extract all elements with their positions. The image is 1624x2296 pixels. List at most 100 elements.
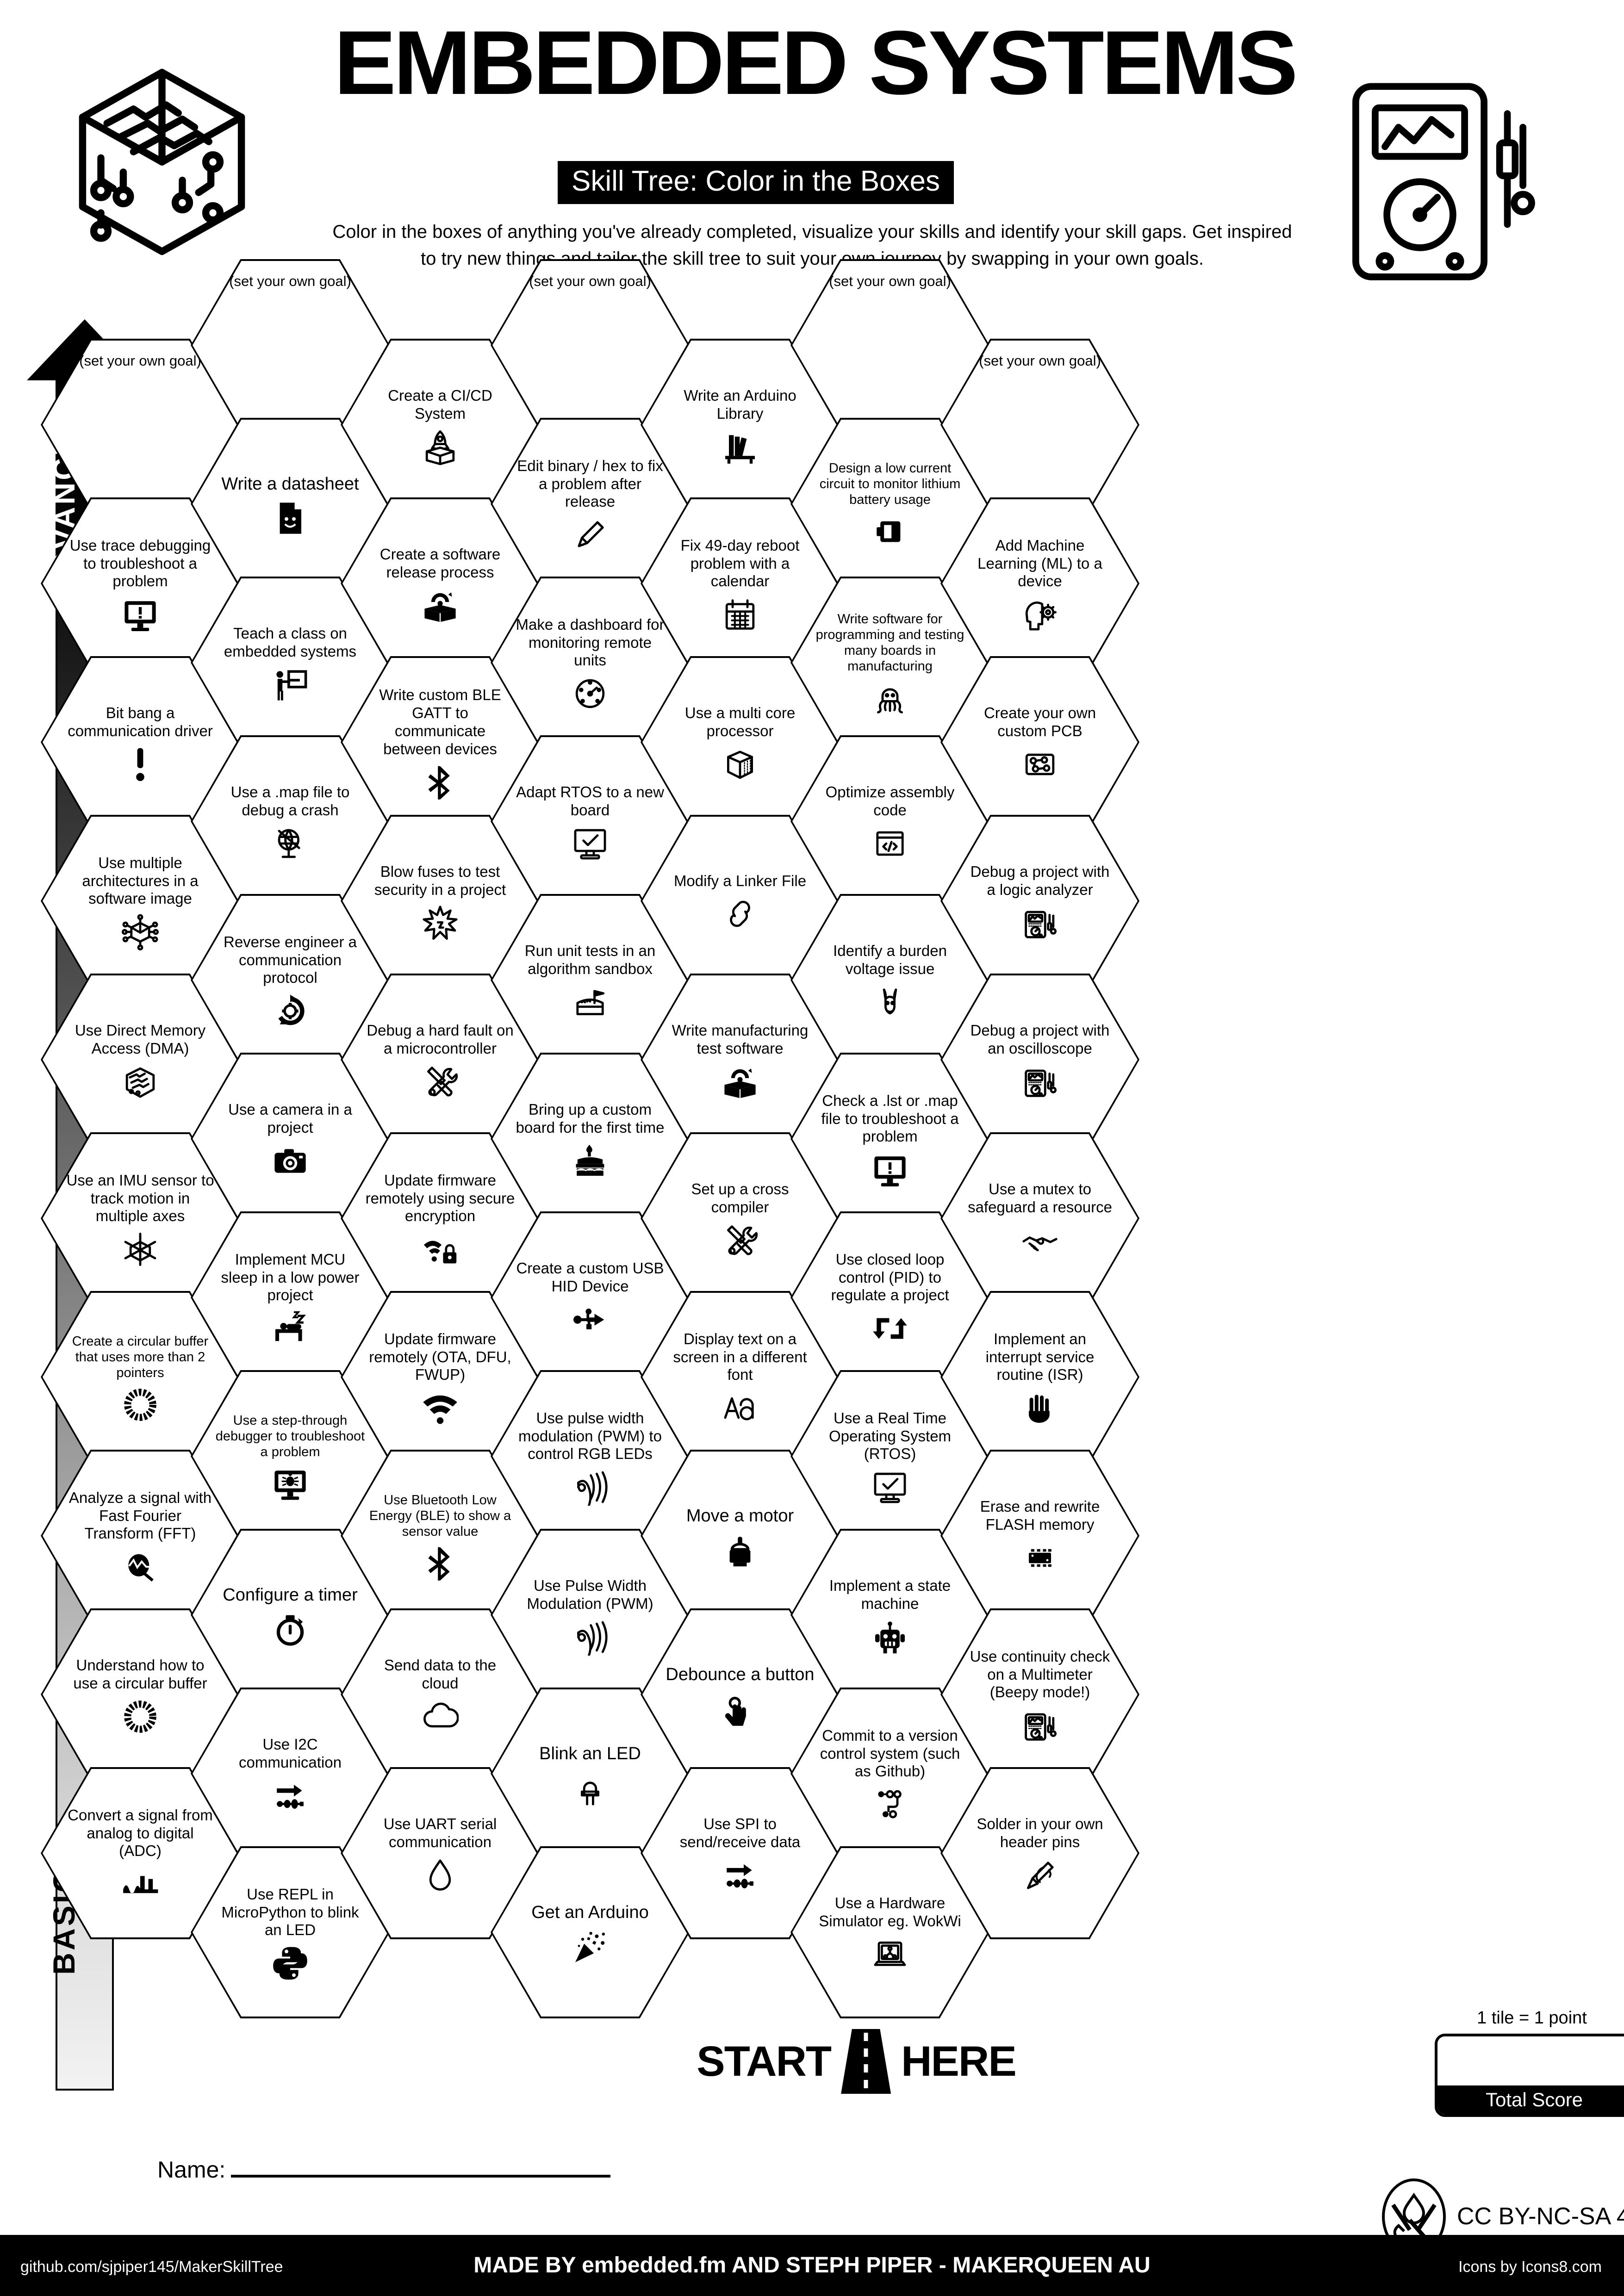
skill-label: Analyze a signal with Fast Fourier Trans… [68, 1489, 212, 1542]
skill-label: Erase and rewrite FLASH memory [980, 1498, 1100, 1533]
donkey-icon [871, 984, 908, 1021]
rocket-box-icon [422, 428, 459, 465]
bluetooth-icon [422, 1545, 459, 1582]
skill-label: Write an Arduino Library [684, 387, 796, 422]
pwm-wave-icon [572, 1469, 609, 1506]
multimeter-icon [1021, 1063, 1058, 1100]
start-word: START [697, 2037, 832, 2085]
skill-label: Use I2C communication [239, 1736, 342, 1771]
skill-label: Use an IMU sensor to track motion in mul… [66, 1171, 214, 1225]
skill-hex-tile[interactable]: Use a mutex to safeguard a resource [940, 1132, 1139, 1304]
skill-label: Design a low current circuit to monitor … [819, 460, 961, 508]
skill-label: Commit to a version control system (such… [820, 1726, 960, 1780]
name-field[interactable]: Name: [157, 2156, 611, 2183]
chip-cube-icon [122, 913, 159, 951]
waveform-adc-icon [122, 1866, 159, 1903]
books-icon [722, 428, 759, 465]
skill-label: Convert a signal from analog to digital … [68, 1806, 213, 1860]
pcb-icon [1021, 746, 1058, 783]
skill-label: Teach a class on embedded systems [224, 625, 357, 660]
skill-hex-tile[interactable]: Debug a project with an oscilloscope [940, 974, 1139, 1146]
monitor-alert-icon [122, 596, 159, 633]
document-icon [272, 500, 309, 537]
skill-label: Use REPL in MicroPython to blink an LED [221, 1885, 359, 1939]
pwm-wave-icon [572, 1619, 609, 1656]
skill-hex-tile[interactable]: Solder in your own header pins [940, 1767, 1139, 1939]
set-your-own-goal-note: (set your own goal) [529, 273, 651, 289]
robot-icon [871, 1619, 908, 1656]
footer-credits: MADE BY embedded.fm AND STEPH PIPER - MA… [473, 2253, 1151, 2277]
score-box[interactable]: Total Score [1435, 2034, 1624, 2117]
description-line-1: Color in the boxes of anything you've al… [332, 222, 1292, 242]
usb-icon [572, 1301, 609, 1338]
font-aa-icon [722, 1390, 759, 1427]
tap-finger-icon [722, 1690, 759, 1727]
memory-block-icon [122, 1063, 159, 1100]
loop-arrows-icon [871, 1310, 908, 1347]
skill-label: Implement an interrupt service routine (… [985, 1330, 1095, 1384]
multimeter-logo [1342, 79, 1537, 305]
monitor-alert-icon [871, 1151, 908, 1188]
skill-label: Move a motor [686, 1506, 794, 1526]
skill-label: Send data to the cloud [384, 1657, 497, 1692]
skill-label: Write software for programming and testi… [815, 611, 964, 674]
set-your-own-goal-note: (set your own goal) [79, 353, 201, 369]
skill-label: Use closed loop control (PID) to regulat… [831, 1250, 949, 1304]
skill-label: Make a dashboard for monitoring remote u… [516, 615, 665, 669]
name-input-line[interactable] [231, 2175, 611, 2178]
tools-icon [722, 1222, 759, 1259]
skill-label: Configure a timer [223, 1585, 358, 1605]
skill-hex-tile[interactable]: Implement an interrupt service routine (… [940, 1291, 1139, 1463]
road-icon [841, 2029, 891, 2094]
skill-hex-tile[interactable]: Create your own custom PCB [940, 656, 1139, 828]
skill-label: Use Bluetooth Low Energy (BLE) to show a… [369, 1492, 511, 1539]
ai-head-icon [1021, 596, 1058, 633]
skill-hex-tile[interactable]: (set your own goal) [940, 339, 1139, 511]
footer-icon-credit[interactable]: Icons by Icons8.com [1458, 2258, 1602, 2276]
license-text: CC BY-NC-SA 4.0 [1457, 2203, 1624, 2230]
skill-label: Blow fuses to test security in a project [374, 863, 506, 898]
axes-cube-icon [122, 1231, 159, 1268]
skill-label: Use pulse width modulation (PWM) to cont… [518, 1409, 662, 1463]
camera-icon [272, 1142, 309, 1179]
total-score-widget[interactable]: 1 tile = 1 point Total Score [1435, 2008, 1624, 2117]
skill-label: Check a .lst or .map file to troubleshoo… [821, 1092, 959, 1145]
skill-label: Use a .map file to debug a crash [230, 783, 350, 819]
skill-hex-tile[interactable]: Add Machine Learning (ML) to a device [940, 497, 1139, 670]
skill-hex-tile[interactable]: Use continuity check on a Multimeter (Be… [940, 1608, 1139, 1781]
cube-icon [722, 746, 759, 783]
page-header: EMBEDDED SYSTEMS Skill Tree: Color in th… [0, 0, 1624, 305]
circular-buffer-icon [122, 1386, 159, 1423]
monitor-check-icon [871, 1469, 908, 1506]
teacher-board-icon [272, 666, 309, 703]
party-popper-icon [572, 1928, 609, 1965]
cake-icon [572, 1142, 609, 1179]
skill-hex-tile[interactable]: Erase and rewrite FLASH memory [940, 1450, 1139, 1622]
skill-label: Display text on a screen in a different … [673, 1330, 807, 1384]
start-here-marker: START HERE [680, 2027, 1032, 2096]
skill-label: Write custom BLE GATT to communicate bet… [379, 686, 501, 757]
skill-hex-tile[interactable]: Debug a project with a logic analyzer [940, 815, 1139, 987]
sandbox-icon [572, 984, 609, 1021]
skill-label: Adapt RTOS to a new board [516, 783, 664, 819]
gauge-icon [572, 675, 609, 712]
set-your-own-goal-note: (set your own goal) [229, 273, 351, 289]
skill-label: Bit bang a communication driver [68, 704, 213, 739]
battery-icon [871, 513, 908, 550]
skill-label: Bring up a custom board for the first ti… [516, 1101, 665, 1136]
skill-label: Modify a Linker File [673, 872, 807, 889]
flash-chip-icon [1021, 1539, 1058, 1576]
skill-label: Understand how to use a circular buffer [73, 1657, 207, 1692]
monitor-check-icon [572, 825, 609, 862]
skill-label: Write manufacturing test software [672, 1022, 809, 1057]
skill-label: Write a datasheet [221, 474, 359, 494]
skill-label: Update firmware remotely (OTA, DFU, FWUP… [369, 1330, 511, 1384]
multimeter-icon [1021, 1707, 1058, 1744]
skill-label: Use a mutex to safeguard a resource [968, 1180, 1112, 1216]
skill-hex-tile[interactable]: Use a Hardware Simulator eg. WokWi [790, 1846, 989, 2018]
fft-magnifier-icon [122, 1548, 159, 1585]
skill-label: Set up a cross compiler [691, 1180, 789, 1216]
led-icon [572, 1769, 609, 1806]
git-branch-icon [871, 1786, 908, 1823]
footer-repo-link[interactable]: github.com/sjpiper145/MakerSkillTree [20, 2258, 283, 2276]
